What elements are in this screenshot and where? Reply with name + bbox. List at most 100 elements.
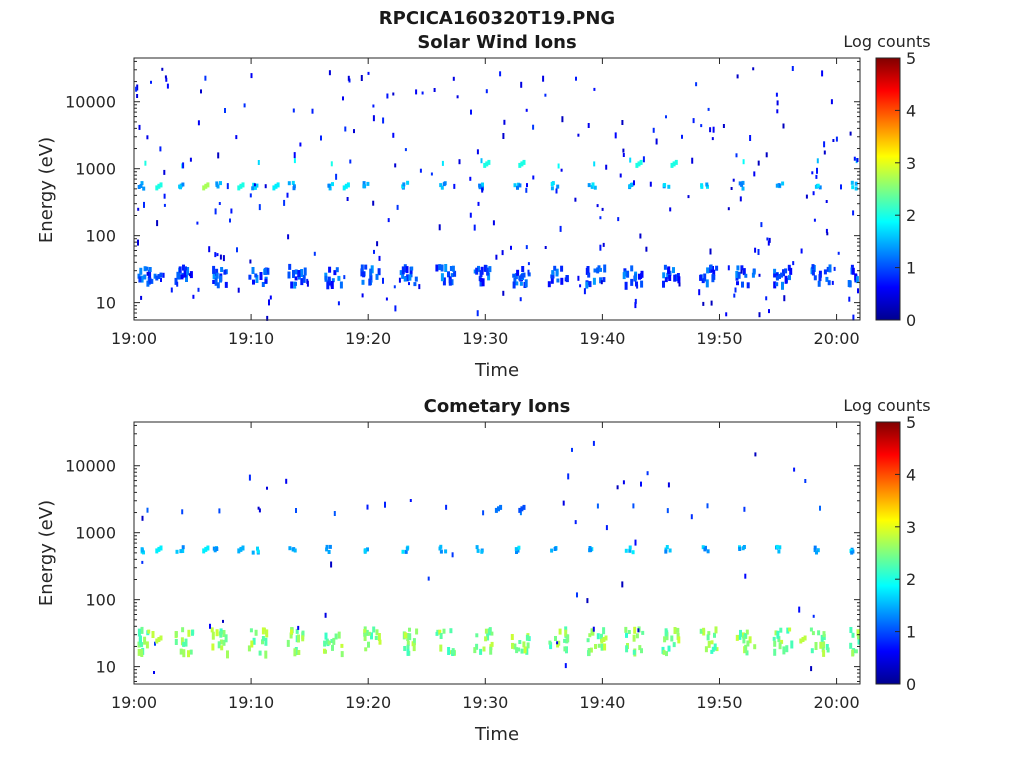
spectrogram-cell: [854, 186, 858, 191]
spectrogram-cell: [137, 648, 141, 656]
spectrogram-cell: [382, 117, 385, 124]
spectrogram-cell: [703, 273, 707, 282]
colorbar-tick-label: 5: [906, 413, 916, 432]
spectrogram-cell: [485, 89, 488, 94]
spectrogram-cell: [333, 511, 336, 516]
spectrogram-cell: [501, 250, 504, 256]
spectrogram-cell: [669, 207, 672, 212]
spectrogram-cell: [640, 273, 643, 279]
spectrogram-cell: [604, 635, 608, 641]
spectrogram-cell: [450, 279, 454, 286]
x-tick-label: 19:10: [228, 329, 274, 348]
spectrogram-cell: [672, 161, 676, 167]
spectrogram-cell: [624, 626, 628, 633]
spectrogram-cell: [780, 272, 784, 278]
spectrogram-cell: [473, 224, 476, 231]
spectrogram-cell: [738, 547, 742, 551]
spectrogram-cell: [327, 550, 331, 554]
spectrogram-cell: [664, 628, 668, 637]
spectrogram-cell: [600, 638, 604, 644]
spectrogram-cell: [438, 224, 441, 231]
spectrogram-cell: [857, 288, 859, 294]
spectrogram-cell: [816, 167, 818, 174]
spectrogram-cell: [627, 630, 631, 634]
spectrogram-cell: [768, 237, 771, 243]
x-tick-label: 19:00: [111, 329, 157, 348]
spectrogram-cell: [518, 640, 522, 644]
x-axis-label: Time: [474, 360, 519, 381]
spectrogram-cell: [442, 628, 446, 634]
spectrogram-cell: [577, 133, 580, 137]
spectrogram-cell: [237, 287, 240, 293]
spectrogram-cell: [525, 245, 528, 250]
spectrogram-cell: [300, 269, 304, 277]
spectrogram-cell: [511, 642, 514, 649]
spectrogram-cell: [476, 548, 480, 553]
spectrogram-cell: [773, 268, 777, 274]
spectrogram-cell: [297, 650, 301, 655]
spectrogram-cell: [706, 634, 710, 641]
spectrogram-cell: [323, 640, 327, 647]
spectrogram-cell: [790, 640, 794, 649]
spectrogram-cell: [447, 271, 450, 278]
spectrogram-cell: [678, 282, 681, 287]
spectrogram-cell: [518, 162, 522, 168]
spectrogram-cell: [629, 183, 633, 187]
spectrogram-cell: [252, 637, 256, 645]
spectrogram-cell: [563, 646, 567, 652]
spectrogram-cell: [373, 249, 375, 254]
spectrogram-cell: [237, 548, 241, 554]
spectrogram-cell: [440, 273, 444, 282]
spectrogram-cell: [711, 137, 714, 141]
spectrogram-cell: [855, 276, 859, 284]
spectrogram-cell: [183, 269, 187, 278]
spectrogram-cell: [334, 633, 338, 640]
spectrogram-cell: [393, 285, 396, 289]
spectrogram-cell: [264, 637, 268, 646]
spectrogram-cell: [700, 184, 704, 189]
spectrogram-cell: [477, 265, 480, 272]
spectrogram-cell: [137, 628, 141, 637]
spectrogram-cell: [412, 638, 416, 646]
spectrogram-cell: [155, 638, 159, 644]
spectrogram-cell: [265, 629, 269, 638]
spectrogram-cell: [439, 183, 443, 188]
spectrogram-cell: [311, 108, 314, 114]
spectrogram-cell: [743, 506, 746, 512]
spectrogram-cell: [526, 642, 530, 649]
spectrogram-cell: [599, 277, 603, 284]
spectrogram-cell: [143, 266, 147, 272]
spectrogram-cell: [157, 637, 161, 642]
spectrogram-cell: [778, 545, 782, 550]
spectrogram-cell: [469, 212, 472, 218]
spectrogram-cell: [515, 281, 519, 286]
spectrogram-cell: [249, 628, 253, 633]
spectrogram-cell: [154, 641, 156, 646]
spectrogram-cell: [691, 157, 694, 164]
spectrogram-cell: [387, 218, 390, 223]
spectrogram-cell: [798, 606, 801, 613]
spectrogram-cell: [765, 152, 768, 158]
spectrogram-cell: [414, 276, 418, 282]
spectrogram-cell: [815, 174, 818, 179]
spectrogram-cell: [556, 184, 560, 189]
spectrogram-cell: [342, 185, 346, 191]
spectrogram-cell: [712, 274, 716, 280]
spectrogram-cell: [211, 643, 215, 651]
spectrogram-cell: [811, 269, 815, 276]
spectrogram-cell: [515, 647, 519, 654]
spectrogram-cell: [170, 287, 173, 293]
spectrogram-cell: [754, 452, 757, 457]
spectrogram-cell: [230, 208, 233, 214]
spectrogram-cell: [135, 86, 138, 92]
spectrogram-cell: [189, 271, 193, 279]
spectrogram-cell: [146, 280, 150, 287]
spectrogram-cell: [622, 480, 625, 485]
spectrogram-cell: [655, 138, 658, 145]
spectrogram-cell: [664, 277, 668, 283]
spectrogram-cell: [514, 547, 518, 552]
spectrogram-cell: [486, 267, 490, 276]
spectrogram-cell: [744, 273, 748, 278]
spectrogram-cell: [665, 545, 669, 549]
spectrogram-cell: [525, 634, 529, 641]
